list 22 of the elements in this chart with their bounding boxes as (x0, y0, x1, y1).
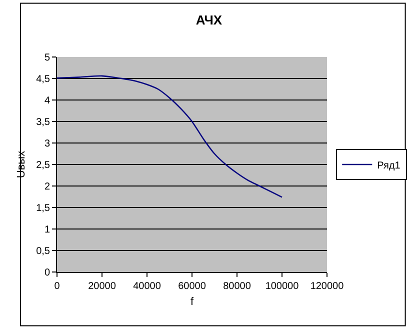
x-axis-title: f (190, 296, 194, 308)
x-tick-label: 60000 (178, 281, 206, 292)
x-tick-label: 0 (54, 281, 60, 292)
chart-title: АЧХ (196, 12, 222, 28)
x-tick-label: 20000 (88, 281, 116, 292)
y-tick-label: 1 (44, 224, 50, 236)
line-series (57, 75, 283, 198)
y-tick-label: 2,5 (36, 160, 50, 171)
y-tick-label: 4,5 (36, 74, 50, 85)
x-tick-label: 120000 (310, 281, 344, 292)
y-tick-label: 2 (44, 182, 50, 192)
legend-label: Ряд1 (377, 160, 401, 172)
x-tick-label: 100000 (265, 281, 300, 292)
y-tick-label: 3,5 (36, 117, 50, 128)
y-tick-label: 1,5 (36, 203, 50, 214)
y-tick-label: 0 (44, 268, 50, 278)
y-tick-label: 4 (44, 96, 50, 106)
x-tick-label: 80000 (223, 281, 252, 292)
y-tick-label: 5 (44, 52, 50, 64)
y-tick-label: 3 (44, 138, 50, 150)
y-tick-label: 0,5 (36, 246, 50, 257)
x-tick-label: 40000 (133, 281, 162, 292)
